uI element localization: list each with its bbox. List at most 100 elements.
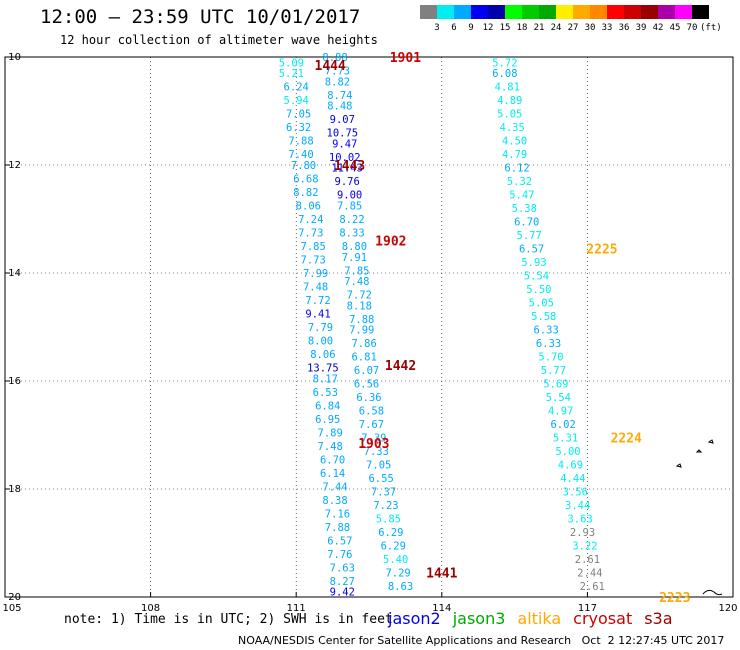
- wave-height-value: 4.79: [502, 149, 527, 161]
- scale-label: 45: [669, 23, 681, 33]
- scale-swatch: [505, 5, 522, 19]
- wave-height-value: 6.58: [359, 406, 384, 418]
- wave-height-value: 7.80: [291, 160, 316, 172]
- wave-height-value: 6.33: [533, 325, 558, 337]
- scale-swatch: [624, 5, 641, 19]
- wave-height-value: 6.33: [536, 338, 561, 350]
- wave-height-value: 6.32: [286, 122, 311, 134]
- wave-height-value: 3.63: [567, 514, 592, 526]
- wave-height-value: 5.70: [538, 352, 563, 364]
- wave-height-value: 7.37: [371, 487, 396, 499]
- wave-height-value: 7.86: [351, 338, 376, 350]
- scale-label: 70: [686, 23, 698, 33]
- page-title: 12:00 – 23:59 UTC 10/01/2017: [40, 6, 361, 28]
- wave-height-value: 8.82: [293, 187, 318, 199]
- wave-height-value: 6.14: [320, 468, 345, 480]
- wave-height-value: 6.07: [354, 365, 379, 377]
- wave-height-value: 7.72: [305, 295, 330, 307]
- pass-label: 1441: [426, 567, 457, 582]
- scale-unit: (ft): [700, 23, 722, 33]
- wave-height-value: 5.50: [526, 284, 551, 296]
- wave-height-value: 9.07: [330, 114, 355, 126]
- note-text: note: 1) Time is in UTC; 2) SWH is in fe…: [64, 612, 393, 627]
- y-tick-label: -12: [5, 160, 21, 171]
- wave-height-value: 6.53: [313, 387, 338, 399]
- wave-height-value: 7.16: [325, 508, 350, 520]
- scale-swatch: [454, 5, 471, 19]
- wave-height-value: 6.08: [492, 68, 517, 80]
- scale-swatch: [692, 5, 709, 19]
- wave-height-value: 8.80: [342, 241, 367, 253]
- scale-label: 42: [652, 23, 664, 33]
- wave-height-value: 5.72: [492, 57, 517, 69]
- wave-height-value: 2.93: [570, 527, 595, 539]
- map-frame: [4, 56, 734, 598]
- wave-height-value: 5.05: [529, 298, 554, 310]
- pass-label: 2225: [586, 243, 617, 258]
- wave-height-value: 7.72: [347, 290, 372, 302]
- legend-item: s3a: [644, 609, 673, 628]
- wave-height-value: 4.89: [497, 95, 522, 107]
- scale-swatch: [539, 5, 556, 19]
- legend-item: jason3: [452, 609, 506, 628]
- scale-swatch: [420, 5, 437, 19]
- scale-label: 12: [482, 23, 494, 33]
- wave-height-value: 3.56: [563, 487, 588, 499]
- wave-height-value: 8.33: [339, 228, 364, 240]
- wave-height-value: 8.48: [327, 101, 352, 113]
- wave-height-value: 6.29: [378, 527, 403, 539]
- wave-height-value: 7.76: [327, 549, 352, 561]
- wave-height-value: 6.24: [284, 82, 309, 94]
- wave-height-value: 2.44: [577, 568, 602, 580]
- wave-height-value: 7.99: [303, 268, 328, 280]
- wave-height-value: 6.36: [356, 392, 381, 404]
- wave-height-value: 6.70: [320, 454, 345, 466]
- pass-labels: 1444 1901 1443 1902 2225 1442 2224 1903 1441 2223: [315, 51, 691, 606]
- coastline-segment: [702, 589, 723, 596]
- wave-height-value: 7.85: [301, 241, 326, 253]
- wave-height-value: 5.05: [497, 109, 522, 121]
- x-tick-label: 117: [578, 603, 597, 614]
- pass-label: 1902: [375, 235, 406, 250]
- wave-height-value: 7.24: [298, 214, 323, 226]
- y-tick-label: -16: [5, 376, 21, 387]
- wave-height-value: 7.48: [344, 276, 369, 288]
- wave-height-value: 9.76: [335, 176, 360, 188]
- scale-label: 24: [550, 23, 562, 33]
- wave-height-value: 7.88: [288, 136, 313, 148]
- wave-height-value: 5.77: [541, 365, 566, 377]
- wave-height-value: 8.27: [330, 576, 355, 588]
- wave-height-value: 7.05: [366, 460, 391, 472]
- y-tick-label: -20: [5, 592, 21, 603]
- scale-label: 15: [499, 23, 511, 33]
- wave-height-value: 8.18: [347, 300, 372, 312]
- axis-ticks: 105 108 111 114 117 120 -10 -12 -14 -16 -18 -20: [2, 52, 737, 614]
- mission-legend: jason2 jason3 altika cryosat s3a: [388, 609, 685, 628]
- scale-swatch: [556, 5, 573, 19]
- wave-height-value: 7.91: [342, 252, 367, 264]
- y-tick-label: -18: [5, 484, 21, 495]
- wave-height-value: 7.67: [359, 419, 384, 431]
- wave-height-value: 13.75: [307, 363, 339, 375]
- wave-height-value: 6.68: [293, 174, 318, 186]
- wave-height-value: 6.57: [519, 244, 544, 256]
- wave-height-value: 10.75: [327, 128, 359, 140]
- wave-height-value: 5.94: [284, 95, 309, 107]
- wave-height-value: 9.41: [305, 309, 330, 321]
- wave-height-value: 9.42: [330, 587, 355, 599]
- x-tick-label: 111: [287, 603, 306, 614]
- wave-height-value: 5.32: [507, 176, 532, 188]
- footer-credit: NOAA/NESDIS Center for Satellite Applica…: [238, 634, 725, 647]
- x-tick-label: 120: [718, 603, 737, 614]
- wave-height-value: 8.22: [339, 214, 364, 226]
- wave-height-value: 5.69: [543, 379, 568, 391]
- wave-height-value: 7.85: [344, 265, 369, 277]
- wave-height-value: 7.73: [301, 255, 326, 267]
- wave-height-value: 5.00: [555, 446, 580, 458]
- scale-label: 27: [567, 23, 579, 33]
- wave-height-value: 6.70: [514, 217, 539, 229]
- wave-height-value: 6.02: [550, 419, 575, 431]
- legend-item: cryosat: [573, 609, 633, 628]
- wave-height-value: 7.44: [322, 481, 347, 493]
